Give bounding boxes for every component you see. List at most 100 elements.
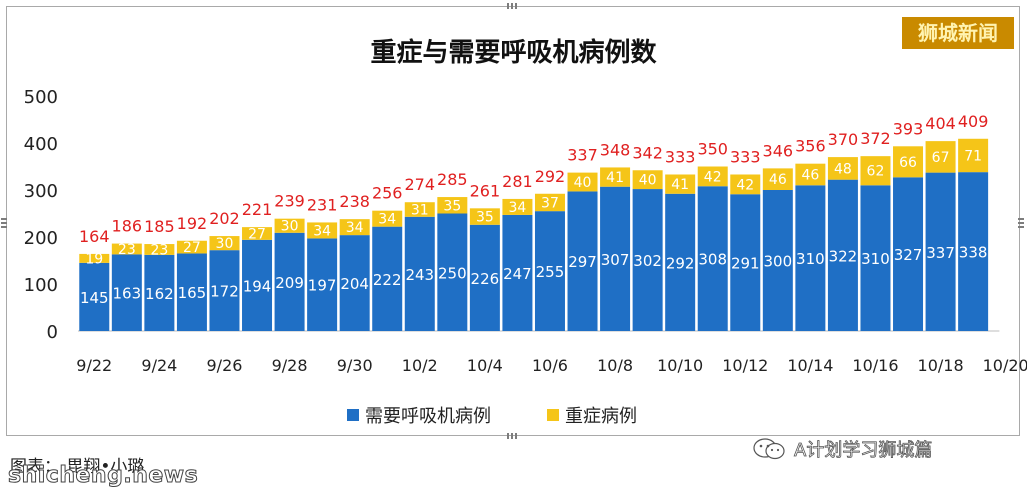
- y-tick-label: 200: [24, 228, 58, 249]
- bar-ventilator: [437, 213, 468, 331]
- data-label-severe: 30: [216, 236, 234, 252]
- resize-handle-left[interactable]: [1, 216, 7, 228]
- data-label-total: 348: [600, 140, 631, 159]
- resize-handle-bottom[interactable]: [507, 433, 519, 439]
- bar-severe: [958, 138, 989, 173]
- bar-ventilator: [79, 262, 110, 331]
- bar-ventilator: [111, 254, 142, 331]
- bar-ventilator: [925, 172, 956, 331]
- x-tick-label: 10/6: [532, 356, 568, 375]
- bar-severe: [111, 243, 142, 255]
- site-watermark: shicheng.news: [7, 463, 199, 489]
- account-watermark: A计划学习狮城篇: [752, 436, 933, 462]
- bar-ventilator: [860, 185, 891, 331]
- data-label-severe: 34: [346, 220, 364, 236]
- data-label-ventilator: 172: [210, 283, 239, 301]
- x-tick-label: 9/22: [76, 356, 112, 375]
- bar-ventilator: [827, 179, 858, 331]
- bar-severe: [730, 174, 761, 195]
- bar-severe: [274, 218, 305, 233]
- data-label-ventilator: 322: [829, 247, 858, 265]
- bar-ventilator: [600, 186, 631, 331]
- data-label-total: 404: [925, 114, 956, 133]
- y-tick-label: 300: [24, 181, 58, 202]
- data-label-total: 164: [79, 227, 110, 246]
- data-label-ventilator: 163: [113, 285, 142, 303]
- data-label-severe: 41: [671, 177, 689, 193]
- bar-ventilator: [665, 193, 696, 331]
- legend-label-severe: 重症病例: [565, 406, 637, 427]
- data-label-ventilator: 165: [178, 284, 207, 302]
- data-label-ventilator: 297: [568, 253, 597, 271]
- bar-severe: [469, 208, 500, 225]
- resize-handle-top[interactable]: [507, 3, 519, 9]
- bar-severe: [144, 244, 175, 255]
- data-label-total: 292: [535, 167, 566, 186]
- bar-severe: [79, 253, 110, 263]
- bar-severe: [567, 172, 598, 192]
- resize-handle-right[interactable]: [1018, 216, 1024, 228]
- x-tick-label: 10/8: [597, 356, 633, 375]
- bar-severe: [925, 141, 956, 173]
- y-tick-label: 0: [47, 322, 58, 343]
- data-label-ventilator: 197: [308, 277, 337, 295]
- data-label-total: 350: [697, 140, 728, 159]
- x-tick-label: 10/20: [983, 356, 1027, 375]
- data-label-ventilator: 338: [959, 244, 988, 262]
- bar-ventilator: [795, 185, 826, 331]
- bar-ventilator: [762, 190, 793, 331]
- data-label-total: 185: [144, 217, 175, 236]
- data-label-total: 192: [177, 214, 208, 233]
- account-watermark-text: A计划学习狮城篇: [794, 440, 933, 462]
- data-label-ventilator: 243: [405, 266, 434, 284]
- data-label-severe: 62: [867, 164, 885, 180]
- data-label-total: 274: [405, 175, 436, 194]
- bar-severe: [600, 167, 631, 187]
- data-label-severe: 42: [704, 169, 722, 185]
- data-label-total: 393: [893, 119, 924, 138]
- data-label-ventilator: 209: [275, 274, 304, 292]
- data-label-severe: 35: [476, 210, 494, 226]
- data-label-total: 409: [958, 112, 989, 131]
- x-tick-label: 9/30: [337, 356, 373, 375]
- data-label-total: 221: [242, 200, 273, 219]
- data-label-ventilator: 308: [698, 251, 727, 269]
- bar-severe: [697, 166, 728, 187]
- bar-severe: [372, 210, 403, 227]
- data-label-severe: 41: [606, 170, 624, 186]
- data-label-severe: 66: [899, 155, 917, 171]
- data-label-severe: 46: [769, 172, 787, 188]
- brand-label: 狮城新闻: [918, 21, 998, 45]
- data-label-ventilator: 162: [145, 285, 174, 303]
- brand-badge: 狮城新闻: [902, 17, 1014, 49]
- data-label-severe: 19: [85, 251, 103, 267]
- data-label-severe: 67: [932, 150, 950, 166]
- data-label-total: 239: [274, 192, 305, 211]
- bar-severe: [307, 222, 338, 239]
- data-label-ventilator: 194: [243, 277, 272, 295]
- y-tick-label: 400: [24, 134, 58, 155]
- bar-severe: [534, 193, 565, 212]
- bar-ventilator: [958, 172, 989, 331]
- data-label-total: 186: [112, 217, 143, 236]
- data-label-ventilator: 310: [796, 250, 825, 268]
- data-label-ventilator: 307: [601, 251, 630, 269]
- data-label-severe: 30: [281, 219, 299, 235]
- x-tick-label: 10/2: [402, 356, 438, 375]
- data-label-ventilator: 255: [536, 263, 565, 281]
- bar-ventilator: [567, 191, 598, 331]
- data-label-severe: 34: [313, 223, 331, 239]
- x-tick-label: 10/18: [918, 356, 964, 375]
- data-label-total: 231: [307, 195, 338, 214]
- bar-severe: [665, 174, 696, 194]
- data-label-severe: 27: [183, 240, 201, 256]
- bar-severe: [339, 219, 370, 236]
- data-label-severe: 31: [411, 203, 429, 219]
- bar-ventilator: [404, 216, 435, 331]
- data-label-ventilator: 327: [894, 246, 923, 264]
- data-label-total: 285: [437, 170, 468, 189]
- x-tick-label: 10/12: [722, 356, 768, 375]
- legend-item-severe: 重症病例: [547, 402, 637, 428]
- data-label-ventilator: 250: [438, 264, 467, 282]
- bar-ventilator: [339, 235, 370, 331]
